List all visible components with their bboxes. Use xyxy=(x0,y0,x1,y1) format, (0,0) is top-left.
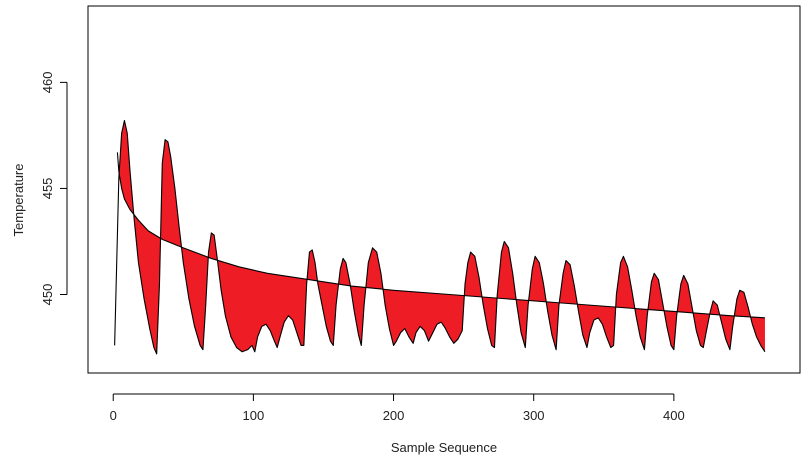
y-tick-label: 455 xyxy=(40,178,55,200)
observed-temperature-line xyxy=(114,120,766,355)
x-tick-label: 100 xyxy=(243,408,265,423)
x-axis-title: Sample Sequence xyxy=(391,440,497,455)
x-tick-label: 0 xyxy=(110,408,117,423)
y-axis-title: Temperature xyxy=(11,164,26,237)
area-fill-layer xyxy=(118,120,765,354)
y-axis: 450 455 460 xyxy=(40,72,68,306)
y-tick-label: 450 xyxy=(40,284,55,306)
x-tick-label: 200 xyxy=(383,408,405,423)
fitted-trend-line xyxy=(116,152,765,319)
y-tick-label: 460 xyxy=(40,72,55,94)
deviation-area xyxy=(118,120,765,354)
x-tick-label: 400 xyxy=(663,408,685,423)
plot-frame xyxy=(87,5,801,374)
x-axis: 0 100 200 300 400 xyxy=(110,393,685,423)
x-tick-label: 300 xyxy=(523,408,545,423)
series-line-layer xyxy=(114,120,766,355)
